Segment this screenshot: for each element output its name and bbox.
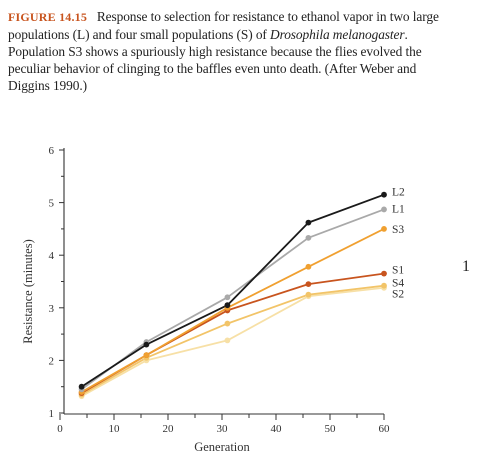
y-tick-label: 4: [49, 250, 55, 262]
data-point-l2: [381, 191, 387, 198]
data-point-l1: [224, 294, 231, 301]
x-axis-title: Generation: [194, 440, 250, 454]
y-tick-label: 3: [49, 303, 55, 315]
figure-label: FIGURE 14.15: [8, 10, 88, 24]
data-point-s4: [381, 282, 387, 289]
data-point-l2: [143, 341, 150, 348]
x-tick-label: 30: [217, 423, 229, 435]
stray-page-character: 1: [462, 258, 470, 275]
y-axis-title: Resistance (minutes): [21, 239, 35, 344]
x-tick-label: 40: [271, 423, 283, 435]
y-tick-label: 6: [49, 145, 55, 157]
series-line-s4: [81, 284, 385, 396]
y-tick-label: 5: [49, 198, 55, 210]
data-point-l2: [305, 219, 312, 226]
y-tick-label: 1: [49, 408, 55, 420]
data-point-l2: [224, 302, 231, 309]
caption-text-start: Response to selection for resistance to …: [8, 9, 439, 42]
data-point-l2: [78, 383, 85, 390]
series-label-l1: L1: [392, 203, 405, 215]
data-point-s3: [305, 263, 312, 270]
series-label-l2: L2: [392, 187, 405, 199]
series-line-s3: [81, 228, 385, 393]
x-tick-label: 20: [163, 423, 175, 435]
chart-series-lines: [81, 193, 385, 397]
y-tick-label: 2: [49, 355, 55, 367]
data-point-s3: [143, 352, 150, 359]
data-point-l1: [305, 234, 312, 241]
x-tick-label: 0: [57, 423, 63, 435]
data-point-s2: [224, 337, 231, 344]
figure-caption: FIGURE 14.15 Response to selection for r…: [8, 8, 460, 94]
series-label-s4: S4: [392, 277, 404, 289]
series-label-s2: S2: [392, 289, 404, 301]
series-label-s1: S1: [392, 264, 404, 276]
series-label-s3: S3: [392, 224, 404, 236]
data-point-s4: [224, 320, 231, 327]
x-tick-label: 60: [379, 423, 391, 435]
caption-species: Drosophila melanogaster: [270, 27, 405, 42]
data-point-l1: [381, 206, 387, 213]
data-point-s4: [305, 291, 312, 298]
data-point-s3: [381, 226, 387, 232]
x-tick-label: 10: [109, 423, 121, 435]
data-point-s1: [305, 281, 312, 288]
x-tick-label: 50: [325, 423, 337, 435]
chart-series-points: [78, 191, 387, 400]
data-point-s1: [381, 270, 387, 277]
caption-text-end: . Population S3 shows a spuriously high …: [8, 27, 422, 93]
